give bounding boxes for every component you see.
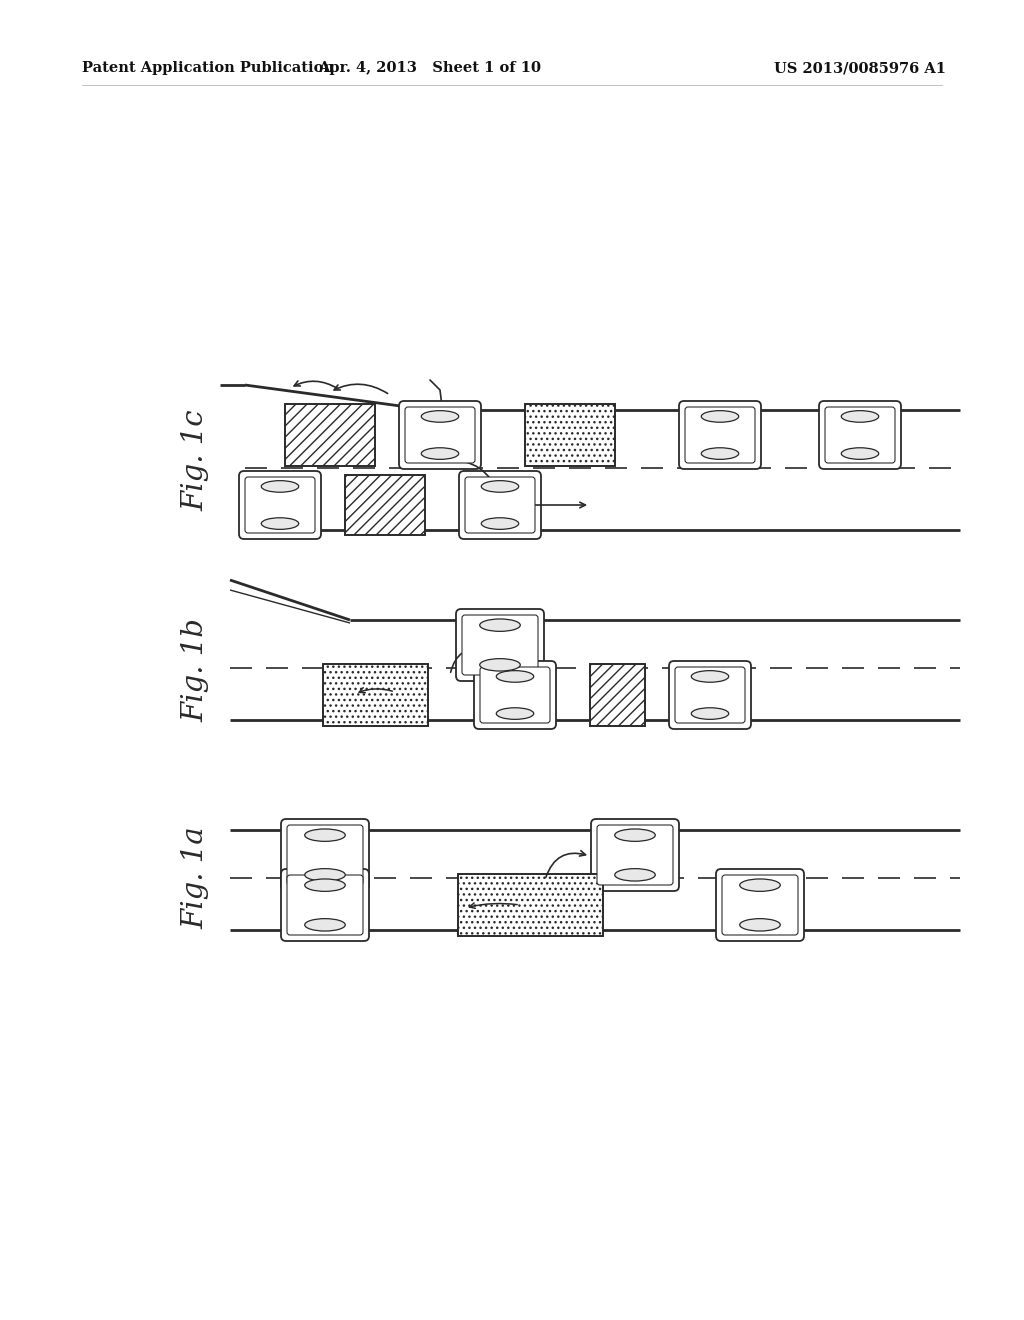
FancyBboxPatch shape (399, 401, 481, 469)
Ellipse shape (497, 708, 534, 719)
Ellipse shape (305, 919, 345, 931)
FancyBboxPatch shape (675, 667, 745, 723)
FancyBboxPatch shape (406, 407, 475, 463)
Ellipse shape (261, 480, 299, 492)
FancyBboxPatch shape (819, 401, 901, 469)
FancyBboxPatch shape (480, 667, 550, 723)
FancyBboxPatch shape (685, 407, 755, 463)
FancyBboxPatch shape (825, 407, 895, 463)
Ellipse shape (842, 447, 879, 459)
Ellipse shape (479, 659, 520, 671)
Ellipse shape (481, 517, 519, 529)
Ellipse shape (481, 480, 519, 492)
Ellipse shape (261, 517, 299, 529)
Ellipse shape (421, 411, 459, 422)
Text: US 2013/0085976 A1: US 2013/0085976 A1 (774, 61, 946, 75)
Bar (285, 404, 375, 466)
Ellipse shape (305, 879, 345, 891)
Bar (458, 874, 602, 936)
FancyBboxPatch shape (459, 471, 541, 539)
Ellipse shape (701, 447, 738, 459)
Text: Fig. 1c: Fig. 1c (181, 409, 209, 511)
Bar (345, 475, 425, 535)
FancyBboxPatch shape (462, 615, 538, 675)
FancyBboxPatch shape (287, 875, 362, 935)
Ellipse shape (739, 919, 780, 931)
Bar (525, 404, 615, 466)
Ellipse shape (305, 869, 345, 880)
FancyBboxPatch shape (281, 869, 369, 941)
Ellipse shape (691, 671, 729, 682)
Ellipse shape (497, 671, 534, 682)
FancyBboxPatch shape (669, 661, 751, 729)
FancyBboxPatch shape (287, 825, 362, 884)
Bar (323, 664, 427, 726)
Bar (590, 664, 644, 726)
FancyBboxPatch shape (597, 825, 673, 884)
FancyBboxPatch shape (722, 875, 798, 935)
Ellipse shape (701, 411, 738, 422)
FancyBboxPatch shape (239, 471, 321, 539)
FancyBboxPatch shape (716, 869, 804, 941)
Ellipse shape (421, 447, 459, 459)
FancyBboxPatch shape (465, 477, 535, 533)
Ellipse shape (739, 879, 780, 891)
Text: Fig. 1b: Fig. 1b (181, 618, 209, 722)
FancyBboxPatch shape (456, 609, 544, 681)
Ellipse shape (614, 829, 655, 841)
FancyBboxPatch shape (679, 401, 761, 469)
Text: Apr. 4, 2013   Sheet 1 of 10: Apr. 4, 2013 Sheet 1 of 10 (318, 61, 542, 75)
Ellipse shape (614, 869, 655, 880)
FancyBboxPatch shape (591, 818, 679, 891)
Ellipse shape (479, 619, 520, 631)
Ellipse shape (305, 829, 345, 841)
Ellipse shape (842, 411, 879, 422)
FancyBboxPatch shape (245, 477, 315, 533)
Text: Patent Application Publication: Patent Application Publication (82, 61, 334, 75)
Ellipse shape (691, 708, 729, 719)
Text: Fig. 1a: Fig. 1a (181, 826, 209, 929)
FancyBboxPatch shape (474, 661, 556, 729)
FancyBboxPatch shape (281, 818, 369, 891)
